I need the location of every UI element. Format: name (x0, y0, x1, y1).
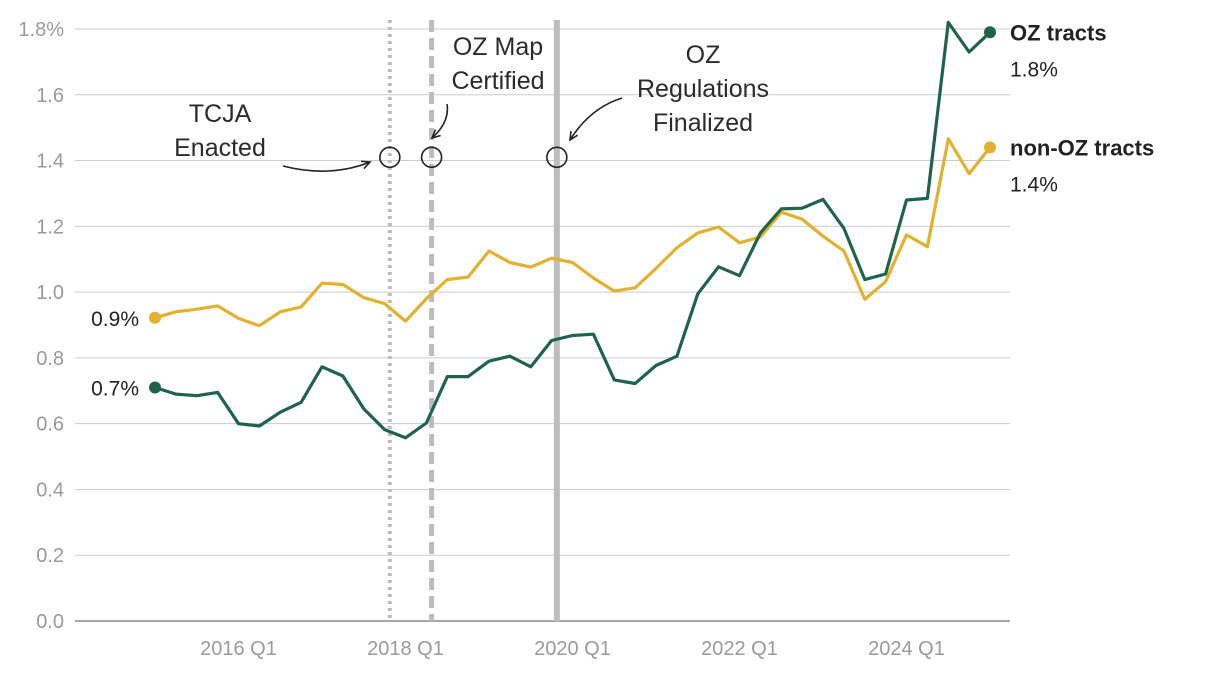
event-annotations: TCJA Enacted OZ Map Certified OZ Regulations F… (174, 33, 769, 172)
y-tick-label: 1.0 (36, 282, 64, 304)
x-tick-label: 2020 Q1 (534, 638, 611, 660)
end-point-non_oz (984, 141, 996, 154)
annotation-arrow-tcja (282, 161, 371, 172)
y-tick-label: 1.2 (36, 216, 64, 238)
y-tick-label: 1.4 (36, 151, 64, 173)
event-lines (387, 20, 560, 621)
y-tick-label: 0.6 (36, 414, 64, 436)
series-name-label: non-OZ tracts (1010, 135, 1154, 160)
annotation-arrow-regs (569, 97, 623, 141)
y-tick-label: 1.6 (36, 85, 64, 107)
annotation-text-regs: Finalized (653, 109, 753, 137)
start-value-label: 0.7% (91, 377, 139, 400)
y-tick-label: 0.0 (36, 611, 64, 633)
annotation-text-map: OZ Map (453, 33, 543, 61)
y-tick-label: 0.8 (36, 348, 64, 370)
series-labels: 0.9% non-OZ tracts 1.4% 0.7% OZ tracts 1.8% (91, 20, 1154, 400)
gridlines: 0.0 0.2 0.4 0.6 0.8 1.0 1.2 1.4 1.6 1.8% 2016 Q1 20… (18, 19, 1010, 660)
end-value-label: 1.8% (1010, 58, 1058, 81)
start-point-non_oz (149, 311, 161, 324)
annotation-text-tcja: TCJA (189, 100, 252, 128)
annotation-arrow-map (431, 103, 449, 139)
arrow-head-map (430, 129, 441, 140)
event-marker-tcja (379, 146, 401, 169)
annotation-text-regs: OZ (686, 41, 721, 69)
start-point-oz (149, 381, 161, 394)
start-value-label: 0.9% (91, 308, 139, 331)
event-marker-map (420, 146, 443, 169)
end-point-oz (984, 26, 996, 39)
x-tick-label: 2022 Q1 (701, 638, 778, 660)
arrow-head-tcja (360, 160, 372, 170)
arrow-head-regs (569, 130, 579, 142)
x-tick-label: 2024 Q1 (868, 638, 945, 660)
y-tick-label: 1.8% (18, 19, 64, 41)
series-line-oz (153, 20, 992, 440)
y-tick-label: 0.2 (36, 545, 64, 567)
annotation-text-tcja: Enacted (174, 134, 266, 162)
series-name-label: OZ tracts (1010, 20, 1107, 45)
series-lines (149, 20, 996, 440)
series-line-non_oz (153, 137, 992, 328)
y-tick-label: 0.4 (36, 479, 64, 501)
x-tick-label: 2018 Q1 (367, 638, 444, 660)
annotation-text-map: Certified (451, 67, 544, 95)
event-marker-regs (546, 146, 568, 169)
annotation-text-regs: Regulations (637, 75, 769, 103)
end-value-label: 1.4% (1010, 173, 1058, 196)
x-tick-label: 2016 Q1 (200, 638, 277, 660)
